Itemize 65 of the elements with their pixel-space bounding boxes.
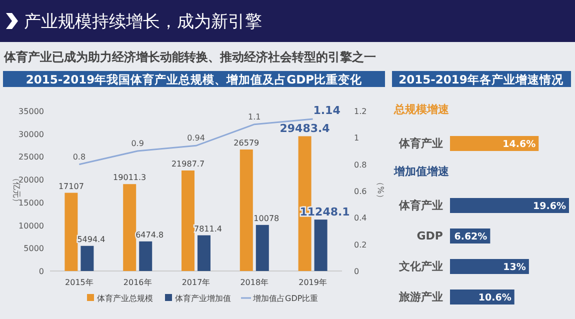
data-label: 10.6% [478, 292, 512, 304]
y-tick-label: 旅游产业 [398, 290, 443, 304]
bar [123, 184, 136, 271]
chart-title: 增加值增速 [393, 165, 450, 178]
y-tick-label: 15000 [18, 198, 44, 208]
data-label: 5494.4 [77, 234, 106, 244]
y-tick-label: 文化产业 [398, 260, 443, 273]
data-label: 1.14 [313, 104, 341, 117]
legend-label: 体育产业总规模 [97, 294, 153, 303]
data-label: 0.9 [131, 139, 144, 148]
bar [314, 220, 328, 271]
text: 产业规模持续增长，成为新引擎 [24, 12, 262, 32]
x-tick-label: 2017年 [182, 278, 210, 287]
y-tick-label: 35000 [18, 107, 44, 116]
y-tick-label: 0 [38, 267, 44, 276]
y2-tick-label: 0.2 [354, 240, 367, 250]
y-tick-label: 5000 [24, 244, 44, 254]
data-label: 6474.8 [136, 230, 164, 240]
bar [139, 241, 152, 271]
data-label: 19.6% [533, 201, 566, 212]
bar [80, 246, 94, 271]
y2-axis-title: （%） [376, 178, 385, 202]
bar [198, 235, 210, 271]
y-tick-label: 10000 [18, 221, 44, 230]
legend-label: 增加值占GDP比重 [252, 294, 318, 303]
chart-title: 2015-2019年我国体育产业总规模、增加值及占GDP比重变化 [26, 72, 364, 86]
bar [64, 192, 78, 271]
data-label: 21987.7 [171, 159, 205, 168]
y-tick-label: 体育产业 [398, 199, 443, 212]
x-tick-label: 2018年 [240, 278, 269, 287]
data-label: 1.1 [248, 112, 261, 122]
y-tick-label: GDP [416, 230, 443, 242]
data-label: 0.94 [187, 134, 205, 143]
x-tick-label: 2016年 [123, 278, 152, 287]
y-tick-label: 30000 [18, 130, 44, 139]
bar [450, 198, 569, 213]
legend-label: 体育产业增加值 [175, 294, 231, 303]
data-label: 17107 [58, 182, 84, 191]
bar [256, 224, 269, 271]
bar [450, 259, 529, 274]
x-tick-label: 2019年 [298, 278, 327, 287]
data-label: 6.62% [454, 232, 488, 242]
data-label: 7811.4 [194, 224, 222, 234]
y-tick-label: 25000 [18, 152, 44, 162]
bar [240, 149, 253, 271]
y2-tick-label: 0.8 [354, 160, 367, 170]
data-label: 26579 [234, 138, 260, 148]
text: 体育产业已成为助力经济增长动能转换、推动经济社会转型的引擎之一 [3, 50, 376, 64]
chart-title: 2015-2019年各产业增速情况 [398, 72, 564, 86]
data-label: 19011.3 [113, 173, 146, 182]
x-tick-label: 2015年 [65, 278, 94, 287]
y-tick-label: 体育产业 [398, 137, 443, 150]
y2-tick-label: 1 [354, 134, 360, 143]
data-label: 0.8 [72, 152, 86, 162]
y2-tick-label: 0.6 [354, 187, 367, 196]
y2-tick-label: 1.2 [354, 107, 367, 116]
data-label: 29483.4 [280, 122, 330, 136]
data-label: 14.6% [502, 139, 536, 150]
data-label: 10078 [254, 214, 280, 223]
y2-tick-label: 0 [354, 267, 360, 276]
bar [182, 170, 194, 271]
data-label: 13% [503, 262, 526, 273]
y2-tick-label: 0.4 [354, 214, 367, 223]
chart-subtitle: 总规模增速 [393, 103, 450, 116]
y-tick-label: 20000 [18, 176, 44, 185]
